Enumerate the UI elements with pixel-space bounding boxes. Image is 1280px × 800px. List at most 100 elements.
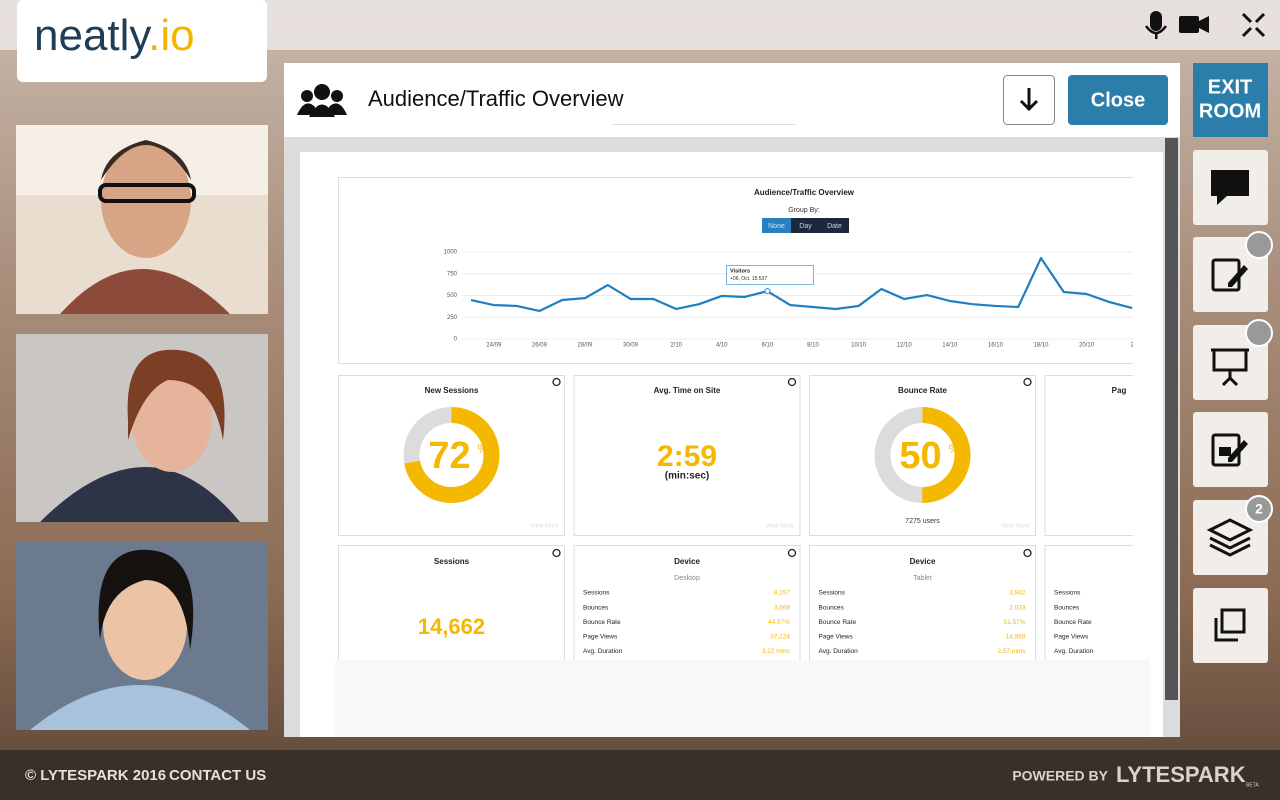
row-label: Avg. Duration [1054, 648, 1094, 655]
brand: LYTESPARK [1116, 762, 1246, 787]
document-bottom [335, 660, 1150, 737]
row-value: 2,033 [1009, 604, 1026, 611]
row-label: Bounces [1054, 604, 1080, 611]
download-icon [1019, 88, 1039, 112]
card-title: Avg. Time on Site [654, 386, 721, 395]
group-option[interactable] [791, 218, 820, 233]
scrollbar[interactable] [1165, 138, 1178, 700]
y-tick-label: 250 [447, 315, 458, 321]
card [338, 545, 565, 660]
row-value: 3,842 [1009, 590, 1026, 597]
card [809, 545, 1036, 660]
row-value: 37,124 [770, 634, 790, 641]
dashboard: Audience/Traffic Overview Group By: None Da… [338, 177, 1135, 660]
x-tick-label: 2 [1131, 343, 1135, 349]
exit-label: EXIT [1208, 76, 1252, 98]
group-option-label: Day [799, 223, 812, 230]
row-label: Page Views [1054, 634, 1089, 641]
row-label: Avg. Duration [819, 648, 859, 655]
x-tick-label: 8/10 [807, 343, 819, 349]
close-button[interactable] [1068, 75, 1168, 125]
group-by: Group By: [788, 207, 820, 214]
card-title: Sessions [434, 557, 470, 566]
notes-button[interactable] [1193, 237, 1268, 312]
x-tick-label: 12/10 [897, 343, 913, 349]
card [338, 375, 565, 536]
card-title: Device [674, 557, 700, 566]
y-tick-label: 750 [447, 271, 458, 277]
row-label: Page Views [819, 634, 854, 641]
card [573, 375, 801, 536]
card-value: 2:59 [657, 440, 717, 473]
row-value: 3,668 [774, 604, 791, 611]
group-option[interactable] [762, 218, 791, 233]
line-series [470, 256, 1133, 313]
row-label: Bounces [819, 604, 845, 611]
x-tick-label: 24/09 [486, 343, 502, 349]
view-more[interactable]: View More [1001, 524, 1030, 530]
powered-by: POWERED BY [1012, 768, 1108, 784]
x-tick-label: 6/10 [762, 343, 774, 349]
x-tick-label: 4/10 [716, 343, 728, 349]
presentation-button[interactable] [1193, 325, 1268, 400]
info-icon [787, 377, 797, 387]
view-more[interactable]: View More [530, 524, 559, 530]
x-tick-label: 28/09 [577, 343, 593, 349]
row-label: Sessions [583, 590, 610, 597]
chart-title: Audience/Traffic Overview [754, 188, 855, 197]
card-title: Device [910, 557, 936, 566]
tooltip-point [764, 288, 771, 295]
logo-name: neatly [34, 11, 151, 60]
tooltip-text: +06, Oct, 15:537 [730, 276, 767, 282]
card [573, 545, 801, 660]
x-tick-label: 20/10 [1079, 343, 1095, 349]
y-tick-label: 500 [447, 293, 458, 299]
y-tick-label: 1000 [444, 250, 458, 256]
card-title: Bounce Rate [898, 386, 947, 395]
card [809, 375, 1036, 536]
badge [1245, 495, 1273, 523]
x-tick-label: 14/10 [942, 343, 958, 349]
camera-icon[interactable] [1179, 16, 1199, 33]
row-label: Sessions [1054, 590, 1081, 597]
logo-suffix: .io [148, 11, 194, 60]
card-subtitle: Desktop [674, 575, 700, 582]
row-value: 44.97% [768, 619, 790, 626]
logo-box [17, 0, 267, 82]
info-icon [1023, 377, 1032, 387]
card-value: 14,662 [418, 614, 485, 639]
contact-link[interactable]: CONTACT US [169, 767, 266, 784]
donut-arc [403, 407, 500, 503]
row-value: 2.57 mins [997, 648, 1026, 655]
x-tick-label: 10/10 [851, 343, 867, 349]
donut-arc [874, 407, 971, 503]
audience-icon [297, 84, 347, 117]
x-tick-label: 30/09 [623, 343, 639, 349]
window-button[interactable] [1193, 588, 1268, 663]
info-icon [552, 377, 561, 387]
beta: BETA [1246, 782, 1259, 788]
card [1044, 545, 1133, 660]
x-tick-label: 2/10 [670, 343, 682, 349]
group-option-label: Date [827, 223, 842, 230]
row-value: 14,969 [1006, 634, 1026, 641]
row-label: Avg. Duration [583, 648, 623, 655]
view-more[interactable]: View More [766, 524, 795, 530]
logo: neatly.io [34, 11, 195, 60]
row-label: Sessions [819, 590, 846, 597]
minimize-icon[interactable] [1241, 12, 1266, 38]
row-value: 51.57% [1003, 619, 1025, 626]
card [1044, 375, 1133, 536]
row-label: Bounce Rate [1054, 619, 1092, 626]
top-icons [1144, 11, 1266, 39]
sidebar-buttons: 2 [1193, 150, 1273, 663]
exit-label: ROOM [1199, 100, 1261, 122]
row-value: 3.22 mins [762, 648, 791, 655]
card-note: 7275 users [905, 518, 940, 525]
group-option[interactable] [820, 218, 849, 233]
exit-room-button[interactable] [1193, 63, 1268, 137]
tooltip-title: Visitors [730, 268, 750, 274]
row-label: Bounce Rate [819, 619, 857, 626]
mic-icon[interactable] [1150, 11, 1162, 31]
